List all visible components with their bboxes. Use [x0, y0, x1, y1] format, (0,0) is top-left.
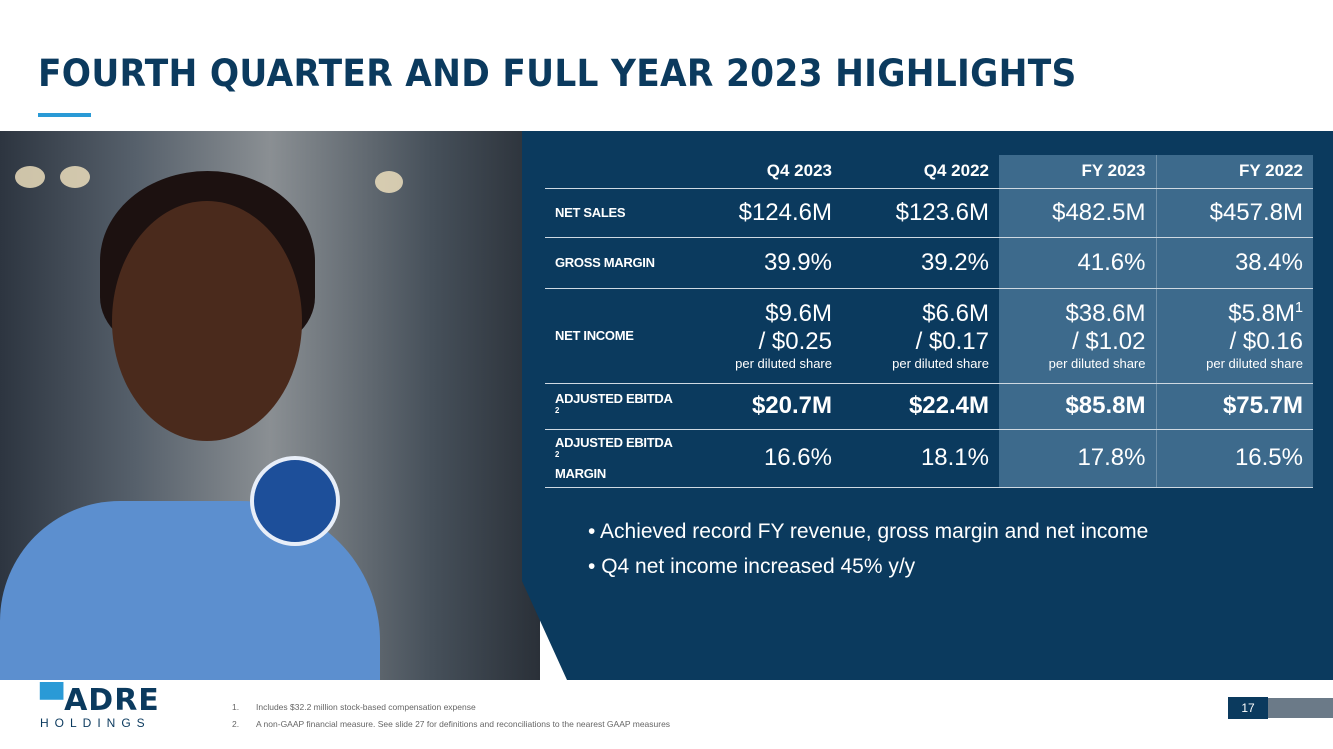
row-label: ADJUSTED EBITDA 2 MARGIN	[545, 429, 685, 488]
title-underline	[38, 113, 91, 117]
page-number: 17	[1228, 697, 1268, 719]
table-row: NET SALES $124.6M $123.6M $482.5M $457.8…	[545, 188, 1313, 238]
cell: $124.6M	[685, 188, 842, 238]
col-header: FY 2023	[999, 155, 1156, 189]
cell: 17.8%	[999, 429, 1156, 488]
cell: $75.7M	[1155, 383, 1313, 430]
row-label: ADJUSTED EBITDA 2	[545, 383, 685, 430]
page-bar	[1268, 698, 1333, 718]
footnote: 1. Includes $32.2 million stock-based com…	[232, 702, 476, 712]
footnote: 2. A non-GAAP financial measure. See slid…	[232, 719, 671, 729]
cell: $22.4M	[842, 383, 999, 430]
financial-table: Q4 2023 Q4 2022 FY 2023 FY 2022 NET SALE…	[545, 155, 1313, 488]
bullet: Q4 net income increased 45% y/y	[588, 555, 1148, 579]
cell: 38.4%	[1155, 237, 1313, 289]
highlights-list: Achieved record FY revenue, gross margin…	[588, 520, 1148, 590]
cell: $6.6M / $0.17 per diluted share	[842, 288, 999, 384]
table-row: ADJUSTED EBITDA 2 MARGIN 16.6% 18.1% 17.8…	[545, 429, 1313, 488]
col-header: Q4 2023	[685, 155, 842, 189]
cell: 39.2%	[842, 237, 999, 289]
cell: 16.5%	[1155, 429, 1313, 488]
page-title: FOURTH QUARTER AND FULL YEAR 2023 HIGHLI…	[38, 52, 1077, 95]
col-header: Q4 2022	[842, 155, 999, 189]
table-row: NET INCOME $9.6M / $0.25 per diluted share…	[545, 288, 1313, 384]
cell: $482.5M	[999, 188, 1156, 238]
cadre-logo: ▀ADRE HOLDINGS	[40, 683, 160, 731]
row-label: NET SALES	[545, 188, 685, 238]
cell: 41.6%	[999, 237, 1156, 289]
footnotes: 1. Includes $32.2 million stock-based com…	[232, 702, 670, 736]
cell: $9.6M / $0.25 per diluted share	[685, 288, 842, 384]
emt-photo	[0, 131, 540, 680]
cell: $5.8M1/ $0.16 per diluted share	[1155, 288, 1313, 384]
cell: $20.7M	[685, 383, 842, 430]
cell: $123.6M	[842, 188, 999, 238]
cell: 16.6%	[685, 429, 842, 488]
cell: 18.1%	[842, 429, 999, 488]
cell: $457.8M	[1155, 188, 1313, 238]
cell: 39.9%	[685, 237, 842, 289]
table-header-row: Q4 2023 Q4 2022 FY 2023 FY 2022	[545, 155, 1313, 189]
table-row: ADJUSTED EBITDA 2 $20.7M $22.4M $85.8M $…	[545, 383, 1313, 430]
table-row: GROSS MARGIN 39.9% 39.2% 41.6% 38.4%	[545, 237, 1313, 289]
bullet: Achieved record FY revenue, gross margin…	[588, 520, 1148, 544]
col-header: FY 2022	[1155, 155, 1313, 189]
cell: $38.6M / $1.02 per diluted share	[999, 288, 1156, 384]
cell: $85.8M	[999, 383, 1156, 430]
row-label: GROSS MARGIN	[545, 237, 685, 289]
row-label: NET INCOME	[545, 288, 685, 384]
